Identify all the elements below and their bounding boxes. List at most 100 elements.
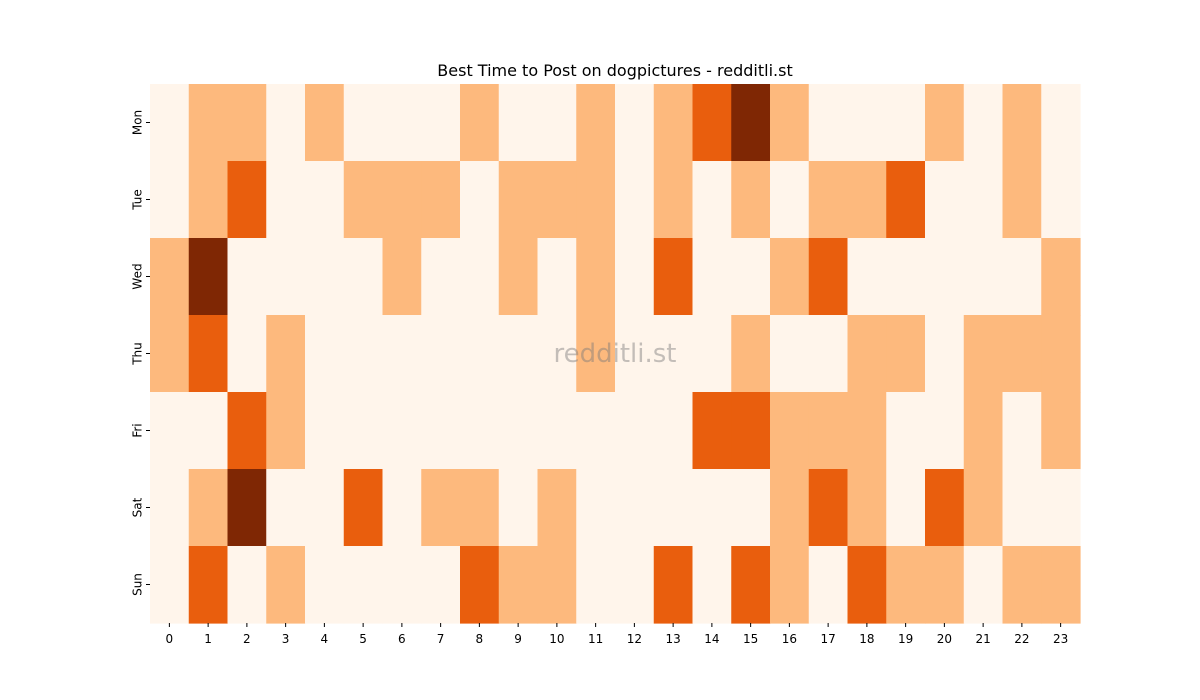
heatmap-cell-wed-2 (227, 238, 267, 316)
heatmap-cell-sun-23 (1041, 546, 1081, 624)
heatmap-cell-thu-4 (305, 315, 345, 393)
heatmap-cell-sun-3 (266, 546, 306, 624)
heatmap-cell-thu-12 (615, 315, 655, 393)
heatmap-cell-wed-9 (498, 238, 539, 316)
heatmap-cell-sat-8 (460, 469, 500, 547)
heatmap-cell-fri-16 (770, 392, 810, 470)
heatmap-cell-thu-5 (343, 315, 384, 393)
heatmap-cell-mon-13 (653, 84, 694, 162)
heatmap-cell-tue-12 (615, 161, 655, 239)
x-tick-label: 15 (743, 632, 758, 646)
heatmap-cell-wed-20 (925, 238, 965, 316)
heatmap-cells (150, 84, 1081, 624)
x-tick-label: 3 (282, 632, 290, 646)
heatmap-cell-thu-20 (925, 315, 965, 393)
x-tick-label: 6 (398, 632, 406, 646)
heatmap-cell-tue-20 (925, 161, 965, 239)
x-tick-label: 1 (204, 632, 212, 646)
heatmap-cell-wed-12 (615, 238, 655, 316)
heatmap-cell-sun-19 (886, 546, 926, 624)
heatmap-cell-fri-19 (886, 392, 926, 470)
heatmap-cell-thu-22 (1002, 315, 1042, 393)
heatmap-cell-tue-3 (266, 161, 306, 239)
watermark: redditli.st (554, 339, 677, 369)
heatmap-cell-mon-6 (382, 84, 422, 162)
heatmap-cell-sun-12 (615, 546, 655, 624)
heatmap-cell-mon-17 (808, 84, 849, 162)
heatmap-cell-mon-10 (537, 84, 577, 162)
heatmap-cell-sun-13 (653, 546, 694, 624)
x-tick-label: 18 (859, 632, 874, 646)
heatmap-cell-wed-16 (770, 238, 810, 316)
heatmap-cell-tue-23 (1041, 161, 1081, 239)
heatmap-cell-sat-22 (1002, 469, 1042, 547)
heatmap-cell-sat-23 (1041, 469, 1081, 547)
x-axis: 0 1 2 3 4 5 6 7 8 9 10 11 12 13 14 15 16 17 18 19 20 21 22 23 (166, 623, 1068, 646)
heatmap-cell-sun-10 (537, 546, 577, 624)
heatmap-cell-fri-18 (847, 392, 887, 470)
heatmap-cell-tue-6 (382, 161, 422, 239)
x-tick-label: 16 (782, 632, 797, 646)
heatmap-cell-sat-20 (925, 469, 965, 547)
heatmap-cell-fri-9 (498, 392, 539, 470)
heatmap-cell-sun-20 (925, 546, 965, 624)
heatmap-cell-sat-17 (808, 469, 849, 547)
heatmap-cell-sat-4 (305, 469, 345, 547)
heatmap-cell-mon-20 (925, 84, 965, 162)
heatmap-cell-tue-10 (537, 161, 577, 239)
heatmap-cell-tue-19 (886, 161, 926, 239)
heatmap-cell-fri-12 (615, 392, 655, 470)
heatmap-cell-mon-22 (1002, 84, 1042, 162)
heatmap-cell-sun-0 (150, 546, 190, 624)
heatmap-cell-sat-18 (847, 469, 887, 547)
heatmap-cell-tue-4 (305, 161, 345, 239)
x-tick-label: 5 (359, 632, 367, 646)
heatmap-cell-fri-23 (1041, 392, 1081, 470)
heatmap-cell-fri-4 (305, 392, 345, 470)
heatmap-cell-wed-11 (576, 238, 616, 316)
heatmap-cell-mon-2 (227, 84, 267, 162)
heatmap-cell-wed-15 (731, 238, 771, 316)
y-tick-label: Fri (131, 423, 145, 437)
heatmap-cell-thu-19 (886, 315, 926, 393)
heatmap-cell-tue-13 (653, 161, 694, 239)
heatmap-cell-thu-6 (382, 315, 422, 393)
heatmap-cell-wed-13 (653, 238, 694, 316)
heatmap-cell-mon-19 (886, 84, 926, 162)
heatmap-cell-mon-0 (150, 84, 190, 162)
heatmap-cell-mon-12 (615, 84, 655, 162)
heatmap-cell-wed-4 (305, 238, 345, 316)
y-tick-label: Wed (131, 263, 145, 289)
heatmap-cell-sat-13 (653, 469, 694, 547)
heatmap-cell-wed-23 (1041, 238, 1081, 316)
heatmap-cell-sun-15 (731, 546, 771, 624)
y-tick-label: Sun (131, 573, 145, 596)
x-tick-label: 9 (514, 632, 522, 646)
heatmap-cell-tue-11 (576, 161, 616, 239)
x-tick-label: 10 (549, 632, 564, 646)
heatmap-cell-wed-14 (692, 238, 732, 316)
heatmap-cell-mon-1 (188, 84, 229, 162)
x-tick-label: 13 (665, 632, 680, 646)
heatmap-cell-sat-7 (421, 469, 461, 547)
heatmap-cell-tue-0 (150, 161, 190, 239)
heatmap-cell-thu-10 (537, 315, 577, 393)
heatmap-cell-wed-5 (343, 238, 384, 316)
heatmap-cell-mon-23 (1041, 84, 1081, 162)
heatmap-cell-tue-15 (731, 161, 771, 239)
x-tick-label: 22 (1014, 632, 1029, 646)
heatmap-cell-mon-14 (692, 84, 732, 162)
heatmap-cell-tue-17 (808, 161, 849, 239)
heatmap-cell-sun-16 (770, 546, 810, 624)
heatmap-cell-tue-8 (460, 161, 500, 239)
x-tick-label: 19 (898, 632, 913, 646)
heatmap-cell-tue-22 (1002, 161, 1042, 239)
y-tick-label: Sat (131, 497, 145, 517)
heatmap-cell-fri-10 (537, 392, 577, 470)
heatmap-cell-sun-11 (576, 546, 616, 624)
heatmap-cell-thu-13 (653, 315, 694, 393)
heatmap-cell-thu-3 (266, 315, 306, 393)
heatmap-cell-tue-21 (963, 161, 1004, 239)
heatmap-cell-fri-7 (421, 392, 461, 470)
heatmap-cell-tue-18 (847, 161, 887, 239)
